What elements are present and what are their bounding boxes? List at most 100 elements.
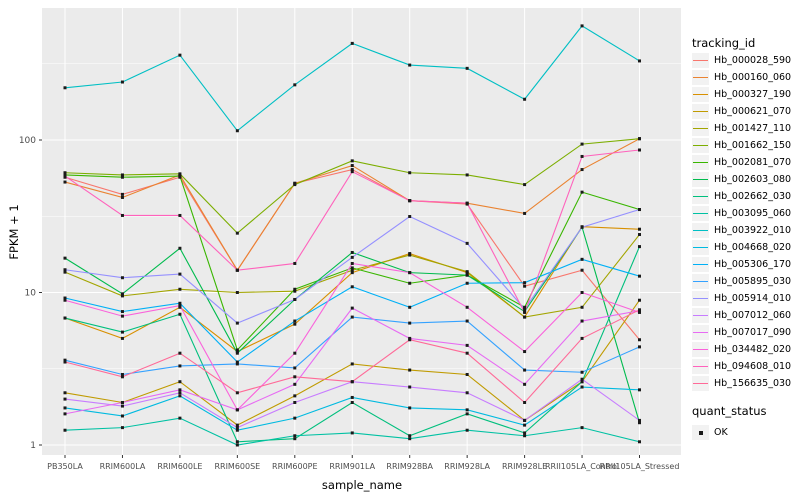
- legend-item-label: Hb_156635_030: [714, 378, 792, 389]
- data-point: [293, 416, 297, 420]
- x-tick-label: RRII105LA_Control: [545, 462, 619, 471]
- legend-item-label: Hb_004668_020: [714, 242, 792, 253]
- data-point: [63, 256, 67, 260]
- series-color-line-icon: [693, 263, 708, 266]
- x-tick-label: RRIM600PE: [272, 462, 318, 471]
- data-point: [235, 443, 239, 447]
- series-color-line-icon: [693, 161, 708, 164]
- data-point: [178, 364, 182, 368]
- series-color-line-icon: [693, 314, 708, 317]
- data-point: [178, 304, 182, 308]
- data-point: [580, 319, 584, 323]
- legend-item-label: Hb_000621_070: [714, 106, 792, 117]
- data-point: [638, 245, 641, 249]
- data-point: [235, 362, 239, 366]
- data-point: [465, 428, 469, 432]
- x-axis-title: sample_name: [321, 478, 403, 492]
- data-point: [465, 201, 469, 205]
- legend-title-quant-status: quant_status: [692, 404, 767, 418]
- data-point: [120, 400, 124, 404]
- data-point: [523, 183, 527, 187]
- data-point: [408, 437, 412, 441]
- data-point: [408, 321, 412, 325]
- series-color-line-icon: [693, 178, 708, 181]
- series-color-line-icon: [693, 382, 708, 385]
- series-color-line-icon: [693, 348, 708, 351]
- y-axis-title: FPKM + 1: [7, 204, 21, 260]
- data-point: [465, 270, 469, 274]
- data-point: [465, 372, 469, 376]
- data-point: [408, 271, 412, 275]
- series-color-line-icon: [693, 365, 708, 368]
- data-point: [63, 358, 67, 362]
- data-point: [465, 273, 469, 277]
- legend-item-Hb_005914_010: Hb_005914_010: [692, 290, 791, 307]
- data-point: [293, 437, 297, 441]
- data-point: [120, 336, 124, 340]
- data-point: [465, 412, 469, 416]
- y-tick-label: 10: [25, 289, 37, 299]
- data-point: [120, 192, 124, 196]
- data-point: [523, 315, 527, 319]
- data-point: [120, 314, 124, 318]
- data-point: [178, 174, 182, 178]
- quant-status-legend-items: OK: [692, 424, 728, 441]
- legend-item-Hb_007012_060: Hb_007012_060: [692, 307, 791, 324]
- data-point: [523, 305, 527, 309]
- data-point: [523, 423, 527, 427]
- data-point: [523, 97, 527, 101]
- data-point: [235, 129, 239, 133]
- data-point: [638, 388, 641, 392]
- data-point: [120, 310, 124, 314]
- legend-key-line: [692, 70, 709, 85]
- legend-item-label: Hb_094608_010: [714, 361, 792, 372]
- legend-item-Hb_007017_090: Hb_007017_090: [692, 324, 791, 341]
- legend-key-line: [692, 359, 709, 374]
- data-point: [178, 272, 182, 276]
- data-point: [235, 348, 239, 352]
- data-point: [350, 266, 354, 270]
- series-color-line-icon: [693, 127, 708, 130]
- data-point: [465, 281, 469, 285]
- x-tick-label: RRIM901LA: [329, 462, 375, 471]
- data-point: [178, 388, 182, 392]
- data-point: [235, 350, 239, 354]
- data-point: [580, 370, 584, 374]
- data-point: [293, 83, 297, 87]
- data-point: [465, 351, 469, 355]
- data-point: [408, 434, 412, 438]
- data-point: [350, 41, 354, 45]
- legend-item-Hb_001427_110: Hb_001427_110: [692, 120, 791, 137]
- data-point: [638, 227, 641, 231]
- data-point: [580, 154, 584, 158]
- legend-key-line: [692, 240, 709, 255]
- data-point: [465, 319, 469, 323]
- data-point: [63, 268, 67, 272]
- data-point: [580, 257, 584, 261]
- data-point: [523, 284, 527, 288]
- series-color-line-icon: [693, 212, 708, 215]
- legend-key-line: [692, 121, 709, 136]
- legend-item-Hb_003095_060: Hb_003095_060: [692, 205, 791, 222]
- data-point: [638, 418, 641, 422]
- data-point: [350, 271, 354, 275]
- data-point: [350, 362, 354, 366]
- series-color-line-icon: [693, 110, 708, 113]
- legend-key-line: [692, 206, 709, 221]
- data-point: [63, 86, 67, 90]
- data-point: [63, 428, 67, 432]
- tracking-id-legend-items: Hb_000028_590 Hb_000160_060 Hb_000327_190 H…: [692, 52, 791, 392]
- data-point: [63, 171, 67, 175]
- data-point: [63, 174, 67, 178]
- data-point: [523, 434, 527, 438]
- data-point: [408, 368, 412, 372]
- series-color-line-icon: [693, 246, 708, 249]
- x-tick-label: RRII105LA_Stressed: [600, 462, 680, 471]
- legend-item-Hb_002081_070: Hb_002081_070: [692, 154, 791, 171]
- data-point: [580, 142, 584, 146]
- legend-item-Hb_005306_170: Hb_005306_170: [692, 256, 791, 273]
- data-point: [235, 291, 239, 294]
- x-tick-label: RRIM928BA: [386, 462, 433, 471]
